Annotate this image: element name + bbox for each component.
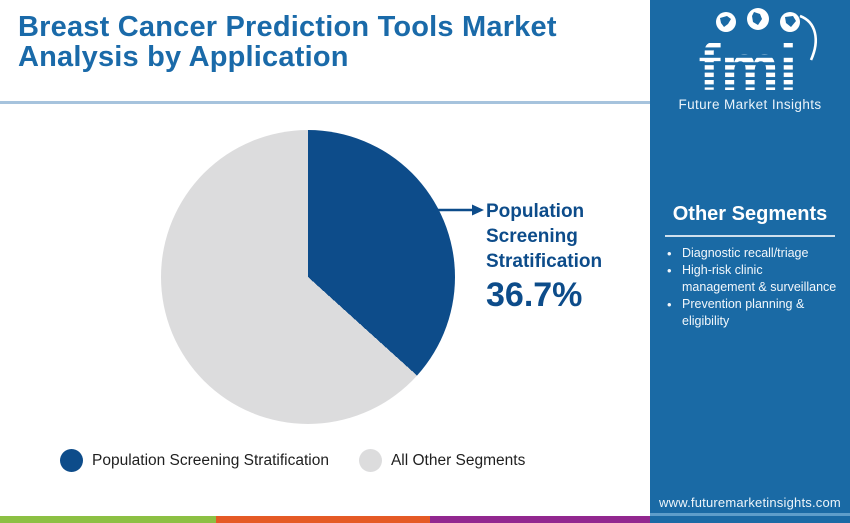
other-segments-heading: Other Segments xyxy=(672,203,828,225)
pie-chart xyxy=(161,130,455,424)
legend-swatch-blue-icon xyxy=(60,449,83,472)
other-segment-item: Prevention planning & eligibility xyxy=(660,296,838,330)
header-divider xyxy=(0,101,650,104)
legend-label: All Other Segments xyxy=(390,451,526,469)
other-segments-list: Diagnostic recall/triageHigh-risk clinic… xyxy=(660,245,838,330)
website-link[interactable]: www.futuremarketinsights.com xyxy=(659,495,841,510)
brand-text: fmi xyxy=(699,30,798,104)
page-title: Breast Cancer Prediction Tools Market An… xyxy=(18,11,557,73)
globe-europe-icon xyxy=(747,8,769,30)
globe-asia-icon xyxy=(780,12,800,32)
other-segments-divider xyxy=(665,235,835,237)
fmi-logo: fmi Future Market Insights xyxy=(650,6,850,112)
legend-item-all-other: All Other Segments xyxy=(358,449,526,472)
other-segment-item: Diagnostic recall/triage xyxy=(660,245,838,262)
sidebar-bottom-divider xyxy=(650,513,850,516)
brand-caption: Future Market Insights xyxy=(678,97,822,112)
footer-stripe-orange xyxy=(216,516,430,523)
callout-label: Population Screening Stratification xyxy=(486,201,603,272)
legend-label: Population Screening Stratification xyxy=(92,451,329,469)
other-segment-item: High-risk clinic management & surveillan… xyxy=(660,262,838,296)
globe-americas-icon xyxy=(716,12,736,32)
callout: Population Screening Stratification 36.7… xyxy=(486,199,636,315)
logo-swoosh-icon xyxy=(799,14,817,61)
legend-swatch-gray-icon xyxy=(358,449,382,472)
legend: Population Screening Stratification All … xyxy=(60,449,525,472)
footer-stripe-green xyxy=(0,516,216,523)
legend-item-population-screening: Population Screening Stratification xyxy=(60,449,329,472)
sidebar: fmi Future Market Insights Other Segment… xyxy=(650,0,850,523)
footer-stripe-purple xyxy=(430,516,650,523)
callout-value: 36.7% xyxy=(486,276,583,314)
callout-arrow-icon xyxy=(431,204,484,216)
fmi-logo-icon: fmi xyxy=(699,8,817,104)
footer-stripes xyxy=(0,516,650,523)
